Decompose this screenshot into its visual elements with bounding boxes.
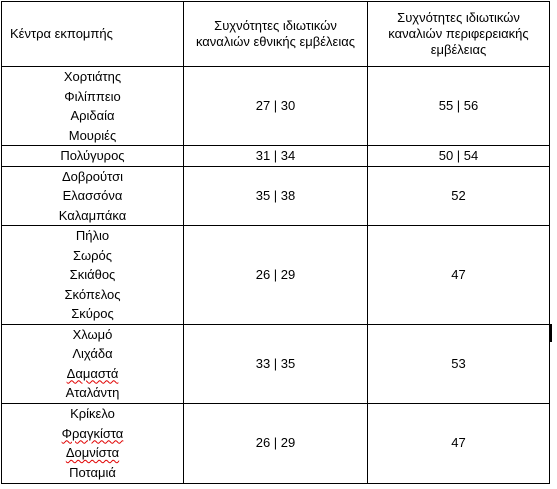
table-row: Χλωμό Λιχάδα Δαμαστά Αταλάντη 33 | 35 53 <box>1 323 550 404</box>
station-name: Φραγκίστα <box>61 425 124 441</box>
frequency-table: Κέντρα εκπομπής Συχνότητες ιδιωτικών κανα… <box>1 1 550 484</box>
station-name: Αριδαία <box>70 108 115 123</box>
table-body: Κέντρα εκπομπής Συχνότητες ιδιωτικών κανα… <box>1 1 550 484</box>
station-name: Χορτιάτης <box>63 69 122 84</box>
table-row: Πολύγυρος 31 | 34 50 | 54 <box>1 145 550 167</box>
station-name: Φιλίππειο <box>64 88 121 104</box>
table-row: Κρίκελο Φραγκίστα Δομνίστα Ποταμιά 26 | 29 47 <box>1 402 550 484</box>
national-frequency-cell: 26 | 29 <box>183 225 368 325</box>
station-name: Ελασσόνα <box>62 188 123 203</box>
station-name: Πήλιο <box>75 228 110 243</box>
regional-frequency-cell: 50 | 54 <box>367 145 550 167</box>
station-name: Κρίκελο <box>70 406 115 421</box>
station-cell: Πολύγυρος <box>1 145 184 167</box>
header-cell: Κέντρα εκπομπής <box>1 1 184 67</box>
table-row: Χορτιάτης Φιλίππειο Αριδαία Μουριές 27 | 30 5… <box>1 66 550 146</box>
regional-frequency-cell: 55 | 56 <box>367 66 550 146</box>
station-name: Ποταμιά <box>69 464 116 480</box>
station-name: Σκόπελος <box>64 286 121 302</box>
station-name: Δοβρούτσι <box>62 168 123 184</box>
national-frequency-cell: 27 | 30 <box>183 66 368 146</box>
header-cell: Συχνότητες ιδιωτικών καναλιών εθνικής εμ… <box>183 1 368 67</box>
station-cell: Δοβρούτσι Ελασσόνα Καλαμπάκα <box>1 165 184 226</box>
station-name: Σκιάθος <box>69 267 116 282</box>
station-name: Αταλάντη <box>65 385 120 400</box>
station-cell: Χλωμό Λιχάδα Δαμαστά Αταλάντη <box>1 323 184 404</box>
station-name: Δαμαστά <box>66 365 119 381</box>
regional-frequency-cell: 53 <box>367 323 550 404</box>
national-frequency-cell: 35 | 38 <box>183 165 368 226</box>
station-name: Σωρός <box>72 247 113 263</box>
national-frequency-cell: 33 | 35 <box>183 323 368 404</box>
text-cursor <box>550 324 552 342</box>
national-frequency-cell: 26 | 29 <box>183 402 368 484</box>
station-name: Λιχάδα <box>72 346 113 361</box>
station-cell: Χορτιάτης Φιλίππειο Αριδαία Μουριές <box>1 66 184 146</box>
table-row: Δοβρούτσι Ελασσόνα Καλαμπάκα 35 | 38 52 <box>1 165 550 226</box>
regional-frequency-cell: 47 <box>367 225 550 325</box>
station-cell: Κρίκελο Φραγκίστα Δομνίστα Ποταμιά <box>1 402 184 484</box>
station-name: Σκύρος <box>71 306 114 321</box>
header-row: Κέντρα εκπομπής Συχνότητες ιδιωτικών κανα… <box>1 1 550 67</box>
station-name: Δομνίστα <box>65 445 120 460</box>
station-name: Καλαμπάκα <box>58 207 127 223</box>
station-cell: Πήλιο Σωρός Σκιάθος Σκόπελος Σκύρος <box>1 225 184 325</box>
header-cell: Συχνότητες ιδιωτικών καναλιών περιφερεια… <box>367 1 550 67</box>
regional-frequency-cell: 52 <box>367 165 550 226</box>
national-frequency-cell: 31 | 34 <box>183 145 368 167</box>
regional-frequency-cell: 47 <box>367 402 550 484</box>
station-name: Χλωμό <box>72 326 113 342</box>
table-row: Πήλιο Σωρός Σκιάθος Σκόπελος Σκύρος 26 | 29 47 <box>1 225 550 325</box>
station-name: Μουριές <box>68 127 117 143</box>
station-name: Πολύγυρος <box>60 148 125 163</box>
